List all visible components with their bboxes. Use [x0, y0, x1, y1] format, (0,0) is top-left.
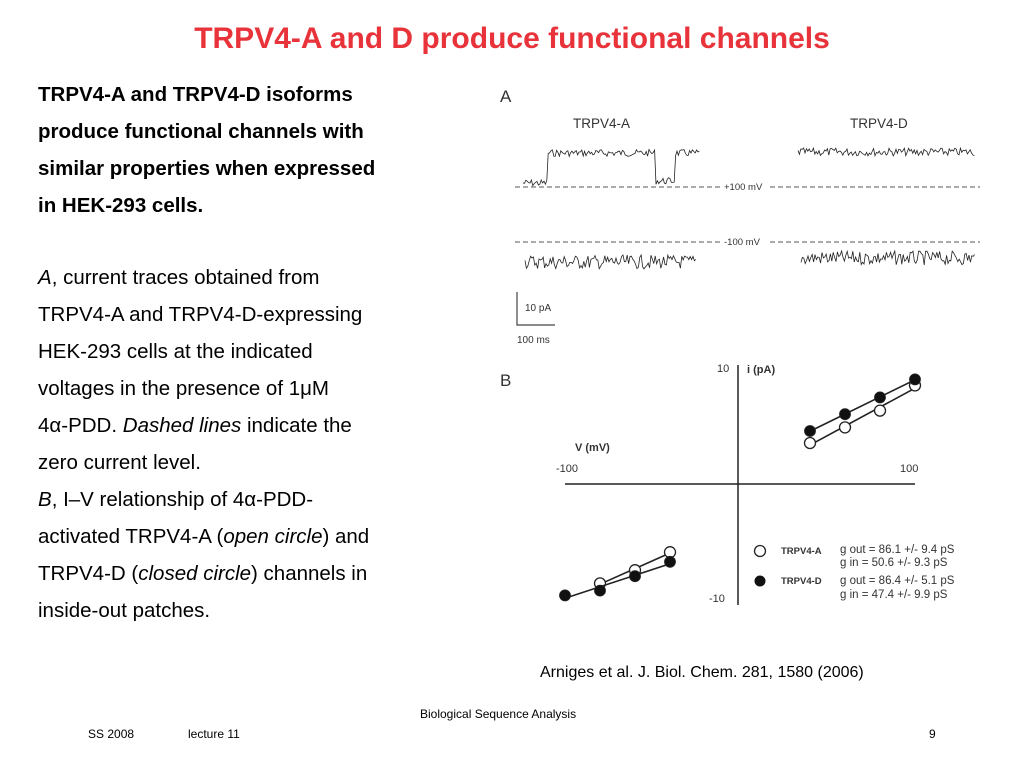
- data-point-trpv4-d: [909, 373, 921, 386]
- legend-closed-circle: [754, 575, 766, 587]
- fit-line-trpv4-d: [564, 562, 671, 600]
- caption-text: 4α-PDD.: [38, 414, 123, 437]
- caption-text: ) channels in: [251, 562, 368, 585]
- x-axis-label: V (mV): [575, 442, 610, 454]
- caption-text: voltages in the presence of 1μM: [38, 377, 330, 400]
- caption-text: ) and: [322, 525, 370, 548]
- caption-text: inside-out patches.: [38, 599, 211, 622]
- caption-italic: closed circle: [138, 562, 252, 585]
- footer-term: SS 2008: [88, 727, 135, 741]
- caption-text: , current traces obtained from: [51, 266, 320, 289]
- caption-text: TRPV4-D (: [38, 562, 139, 585]
- data-point-trpv4-d: [664, 555, 676, 568]
- scale-time-label: 100 ms: [517, 335, 550, 346]
- caption-text: indicate the: [241, 414, 352, 437]
- data-point-trpv4-d: [804, 425, 816, 437]
- current-trace: [800, 249, 975, 266]
- scale-current-label: 10 pA: [525, 303, 551, 314]
- y-tick-min: -10: [709, 593, 725, 605]
- data-point-trpv4-a: [803, 436, 817, 450]
- current-traces: [522, 146, 975, 270]
- caption-b-label: B: [38, 488, 52, 511]
- y-axis-label: i (pA): [747, 364, 775, 376]
- caption-text: TRPV4-A and TRPV4-D-expressing: [38, 303, 363, 326]
- legend-fit-out-d: g out = 86.4 +/- 5.1 pS: [840, 575, 955, 587]
- legend-fit-in-d: g in = 47.4 +/- 9.9 pS: [840, 589, 948, 601]
- legend-fit-in-a: g in = 50.6 +/- 9.3 pS: [840, 557, 948, 569]
- data-point-trpv4-d: [629, 570, 641, 583]
- current-trace: [797, 146, 975, 158]
- caption-a-label: A: [38, 266, 52, 289]
- panel-b-label: B: [500, 371, 511, 390]
- fit-line-trpv4-d: [809, 379, 916, 432]
- fit-line-trpv4-a: [809, 387, 916, 446]
- caption-text: HEK-293 cells at the indicated: [38, 340, 313, 363]
- data-point-trpv4-d: [559, 589, 571, 602]
- legend-name-a: TRPV4-A: [781, 546, 822, 557]
- legend-open-circle: [753, 544, 767, 558]
- data-point-trpv4-a: [838, 421, 852, 434]
- caption-text: activated TRPV4-A (: [38, 525, 224, 548]
- caption-italic: open circle: [223, 525, 323, 548]
- y-tick-max: 10: [717, 363, 729, 375]
- trace-d-title: TRPV4-D: [850, 116, 908, 131]
- figure: A TRPV4-A TRPV4-D +100 mV -100 mV 10 pA …: [500, 87, 980, 605]
- summary-line: in HEK-293 cells.: [38, 194, 204, 217]
- voltage-pos-label: +100 mV: [724, 182, 763, 193]
- caption-italic: Dashed lines: [122, 414, 242, 437]
- iv-plot-marks: [559, 373, 922, 602]
- caption-text: zero current level.: [38, 451, 201, 474]
- footer-course: Biological Sequence Analysis: [420, 707, 577, 721]
- current-trace: [522, 148, 700, 187]
- legend-fit-out-a: g out = 86.1 +/- 9.4 pS: [840, 544, 955, 556]
- current-trace: [524, 253, 697, 270]
- data-point-trpv4-d: [839, 408, 851, 421]
- summary-line: TRPV4-A and TRPV4-D isoforms: [38, 83, 353, 106]
- scale-bar: [516, 292, 555, 326]
- caption-text: , I–V relationship of 4α-PDD-: [51, 488, 314, 511]
- x-tick-min: -100: [556, 463, 578, 475]
- panel-a-label: A: [500, 87, 512, 106]
- summary-line: produce functional channels with: [38, 120, 364, 143]
- citation: Arniges et al. J. Biol. Chem. 281, 1580 …: [540, 664, 864, 681]
- data-point-trpv4-a: [873, 404, 887, 417]
- summary-text: TRPV4-A and TRPV4-D isoforms produce fun…: [38, 76, 468, 224]
- summary-line: similar properties when expressed: [38, 157, 376, 180]
- footer-page-number: 9: [929, 727, 936, 741]
- data-point-trpv4-d: [874, 391, 886, 404]
- x-tick-max: 100: [900, 463, 918, 475]
- trace-a-title: TRPV4-A: [573, 116, 630, 131]
- slide-title: TRPV4-A and D produce functional channel…: [194, 22, 830, 55]
- footer-lecture: lecture 11: [188, 727, 240, 741]
- voltage-neg-label: -100 mV: [724, 237, 761, 248]
- data-point-trpv4-d: [594, 584, 606, 597]
- legend-name-d: TRPV4-D: [781, 576, 822, 587]
- figure-caption: A, current traces obtained from TRPV4-A …: [38, 259, 468, 629]
